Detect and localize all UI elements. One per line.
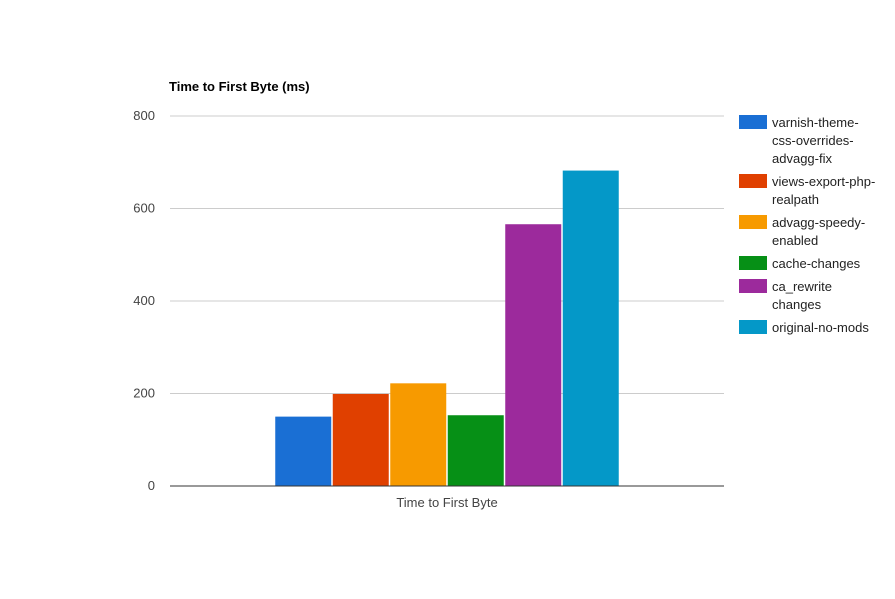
y-axis-tick-labels: 0 200 400 600 800 <box>133 108 155 493</box>
bar <box>332 393 389 486</box>
legend-label: ca_rewrite <box>772 279 832 294</box>
chart-title: Time to First Byte (ms) <box>169 79 310 94</box>
legend-swatch <box>739 215 767 229</box>
legend-label: realpath <box>772 192 819 207</box>
chart-legend: varnish-theme-css-overrides-advagg-fix vi… <box>739 115 875 335</box>
bar-series <box>275 170 619 486</box>
legend-label: original-no-mods <box>772 320 869 335</box>
legend-swatch <box>739 256 767 270</box>
legend-swatch <box>739 115 767 129</box>
legend-label: enabled <box>772 233 818 248</box>
legend-label: views-export-php- <box>772 174 875 189</box>
legend-label: css-overrides- <box>772 133 854 148</box>
y-tick-label: 200 <box>133 386 155 401</box>
legend-label: changes <box>772 297 822 312</box>
legend-label: advagg-fix <box>772 151 832 166</box>
legend-label: advagg-speedy- <box>772 215 865 230</box>
y-tick-label: 400 <box>133 293 155 308</box>
legend-label: varnish-theme- <box>772 115 859 130</box>
x-axis-category-labels: Time to First Byte <box>396 495 497 510</box>
legend-swatch <box>739 320 767 334</box>
bar <box>275 416 332 486</box>
legend-swatch <box>739 279 767 293</box>
y-tick-label: 600 <box>133 201 155 216</box>
bar <box>505 224 562 486</box>
legend-label: cache-changes <box>772 256 861 271</box>
legend-swatch <box>739 174 767 188</box>
bar <box>447 415 504 486</box>
y-tick-label: 800 <box>133 108 155 123</box>
bar <box>390 383 447 486</box>
x-tick-label: Time to First Byte <box>396 495 497 510</box>
y-tick-label: 0 <box>148 478 155 493</box>
gridlines <box>170 115 724 394</box>
bar <box>562 170 619 486</box>
